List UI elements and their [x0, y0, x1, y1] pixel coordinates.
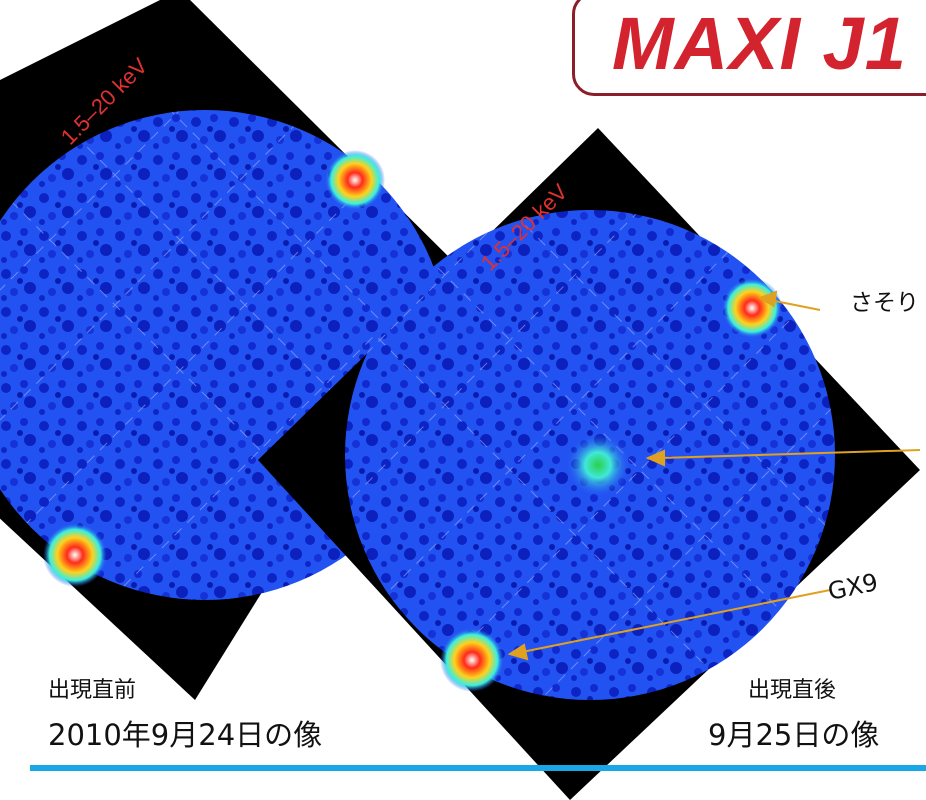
bottom-accent-line: [30, 765, 926, 771]
right-sky-image: [258, 128, 920, 800]
new-source: [566, 433, 630, 497]
new-source-arrow-head: [645, 449, 665, 467]
title: MAXI J1: [612, 2, 907, 85]
right-scorpius-source: [722, 278, 782, 338]
new-source-arrow-line: [659, 449, 921, 459]
title-box: [572, 0, 926, 96]
left-gx9-source: [43, 523, 107, 587]
left-scorpius-source: [325, 150, 385, 210]
right-caption-top: 出現直後: [748, 678, 837, 703]
left-caption-bottom: 2010年9月24日の像: [48, 718, 323, 752]
gx9-arrow-line: [521, 589, 831, 653]
right-caption-bottom: 9月25日の像: [708, 718, 880, 752]
gx9-label: GX9: [825, 568, 880, 606]
annotation-arrows: [507, 290, 921, 661]
right-gx9-source: [440, 628, 504, 692]
scorpius-arrow-line: [769, 299, 821, 311]
scorpius-arrow-head: [757, 290, 778, 308]
left-caption-top: 出現直前: [48, 678, 137, 703]
scorpius-label: さそり: [850, 290, 919, 316]
gx9-arrow-head: [507, 643, 529, 661]
